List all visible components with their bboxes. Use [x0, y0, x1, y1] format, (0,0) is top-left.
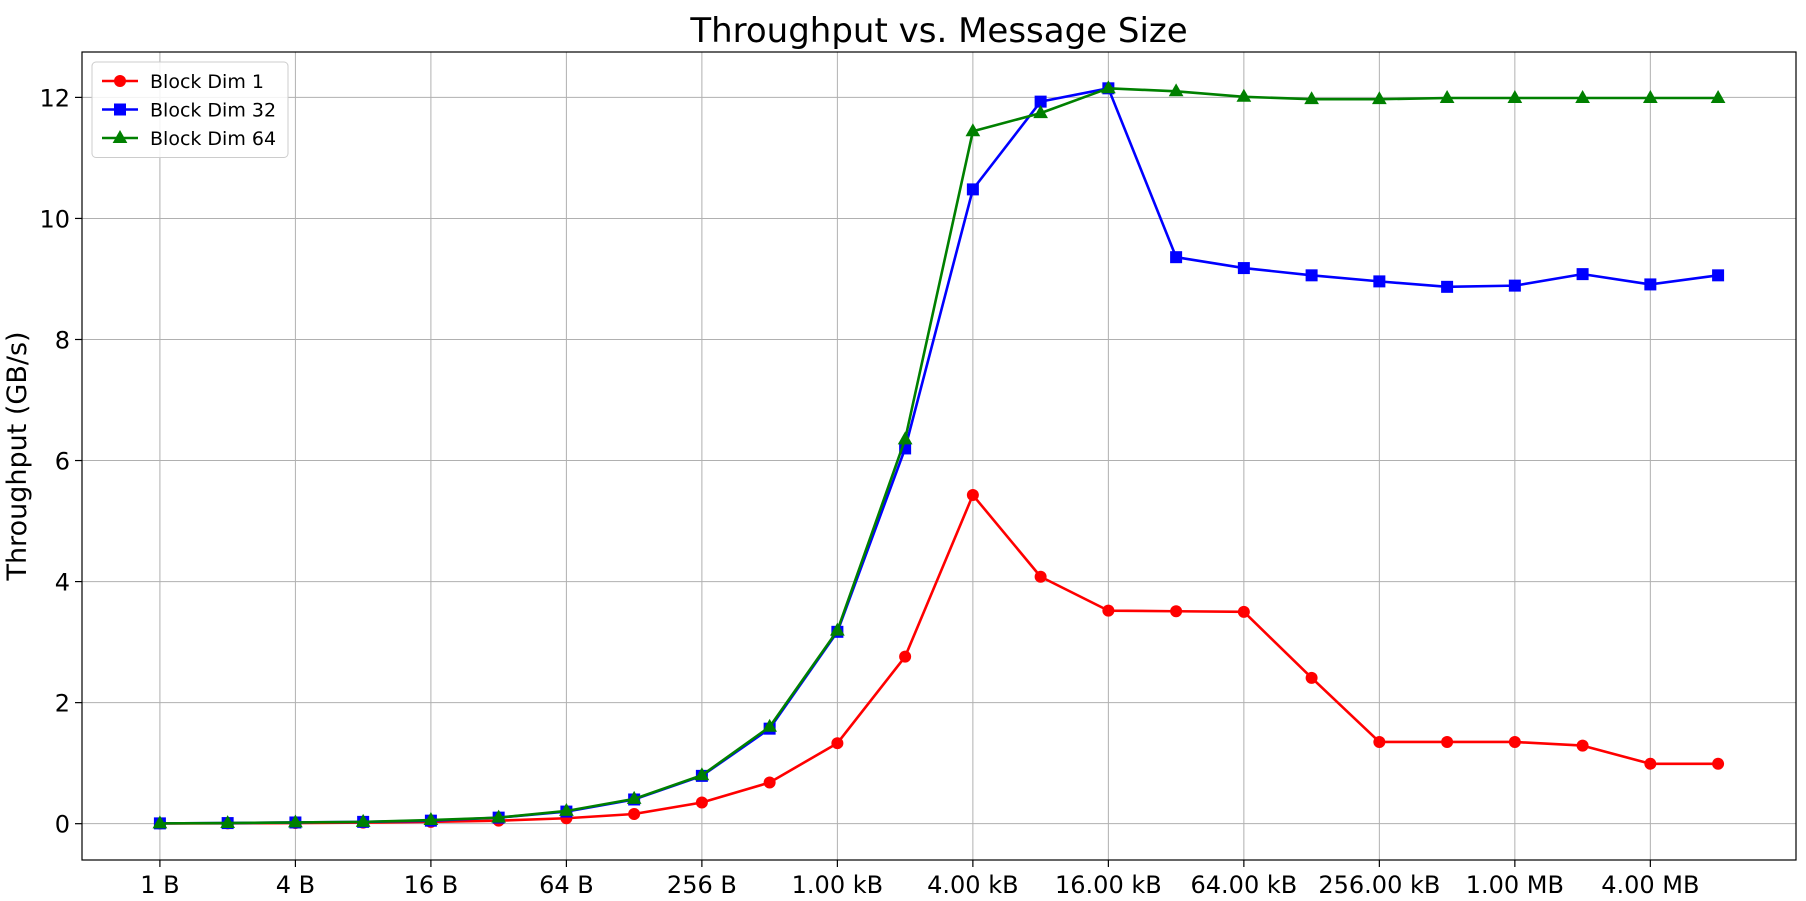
x-tick-label: 16.00 kB	[1055, 871, 1162, 899]
ticks: 1 B 4 B 16 B 64 B 256 B 1.00 kB 4.00 kB 16.00 k…	[39, 84, 1699, 899]
plot-frame	[81, 51, 1797, 861]
series-3	[152, 80, 1726, 829]
x-tick-label: 64.00 kB	[1191, 871, 1298, 899]
data-point	[152, 815, 168, 829]
data-point	[1170, 605, 1183, 618]
y-tick-label: 10	[39, 205, 70, 233]
legend-box	[91, 61, 289, 158]
data-point	[1642, 89, 1658, 103]
data-point	[830, 622, 845, 636]
data-point	[1373, 275, 1386, 288]
legend-marker	[114, 103, 126, 116]
x-tick-label: 1.00 kB	[792, 871, 883, 899]
data-point	[1644, 278, 1657, 291]
data-point	[1101, 80, 1116, 94]
legend-item: Block Dim 1	[102, 71, 264, 93]
y-tick-label: 8	[55, 326, 70, 354]
legend-label: Block Dim 64	[150, 128, 276, 150]
data-point	[763, 776, 776, 789]
y-tick-label: 6	[55, 448, 70, 476]
series-layer	[152, 80, 1726, 830]
data-point	[694, 767, 710, 781]
data-point	[1576, 739, 1589, 752]
data-point	[1237, 262, 1250, 275]
legend-label: Block Dim 32	[150, 100, 276, 122]
x-tick-label: 64 B	[539, 871, 594, 899]
data-point	[626, 790, 642, 804]
data-point	[1034, 95, 1047, 108]
data-point	[1170, 251, 1183, 264]
y-tick-label: 12	[39, 84, 70, 112]
data-point	[1305, 671, 1318, 684]
data-point	[1033, 105, 1048, 119]
data-point	[1441, 735, 1454, 748]
data-point	[1575, 89, 1590, 103]
data-point	[1236, 88, 1252, 102]
x-tick-label: 4.00 kB	[927, 871, 1018, 899]
data-point	[1710, 89, 1726, 103]
legend: Block Dim 1 Block Dim 32 Block Dim 64	[91, 61, 289, 158]
data-point	[762, 718, 777, 732]
y-tick-label: 4	[55, 569, 70, 597]
series-line	[159, 87, 1719, 825]
legend-label: Block Dim 1	[150, 71, 264, 93]
data-point	[220, 815, 236, 829]
data-point	[355, 813, 371, 827]
x-tick-label: 256.00 kB	[1318, 871, 1440, 899]
data-point	[559, 802, 574, 816]
data-point	[1102, 604, 1115, 617]
data-point	[897, 431, 913, 445]
legend-marker	[112, 130, 128, 143]
legend-item: Block Dim 64	[102, 128, 276, 150]
data-point	[628, 808, 641, 821]
data-point	[423, 812, 439, 826]
y-axis-label: Throughput (GB/s)	[2, 331, 33, 581]
data-point	[899, 650, 912, 663]
data-point	[1305, 269, 1318, 282]
data-point	[1371, 91, 1387, 105]
x-tick-label: 4.00 MB	[1601, 871, 1699, 899]
data-point	[965, 123, 981, 137]
y-tick-label: 2	[55, 690, 70, 718]
data-point	[1441, 280, 1454, 293]
legend-marker	[114, 75, 126, 87]
legend-item: Block Dim 32	[102, 100, 276, 122]
data-point	[1712, 757, 1725, 770]
data-point	[1373, 735, 1386, 748]
data-point	[1644, 757, 1657, 770]
data-point	[1576, 268, 1589, 281]
chart-title: Throughput vs. Message Size	[689, 11, 1187, 51]
data-point	[1237, 605, 1250, 618]
data-point	[966, 183, 979, 196]
data-point	[1034, 570, 1047, 583]
x-tick-label: 1.00 MB	[1466, 871, 1564, 899]
data-point	[1304, 91, 1319, 105]
data-point	[1439, 89, 1455, 103]
data-point	[1508, 735, 1521, 748]
data-point	[831, 737, 844, 750]
x-tick-label: 256 B	[667, 871, 737, 899]
data-point	[288, 814, 303, 828]
y-tick-label: 0	[55, 811, 70, 839]
x-tick-label: 16 B	[404, 871, 459, 899]
data-point	[966, 489, 979, 502]
x-tick-label: 4 B	[276, 871, 315, 899]
x-tick-label: 1 B	[140, 871, 179, 899]
data-point	[1507, 89, 1523, 103]
data-point	[695, 796, 708, 809]
data-point	[1712, 269, 1725, 282]
data-point	[1168, 83, 1184, 97]
data-point	[1508, 279, 1521, 292]
data-point	[491, 809, 507, 823]
